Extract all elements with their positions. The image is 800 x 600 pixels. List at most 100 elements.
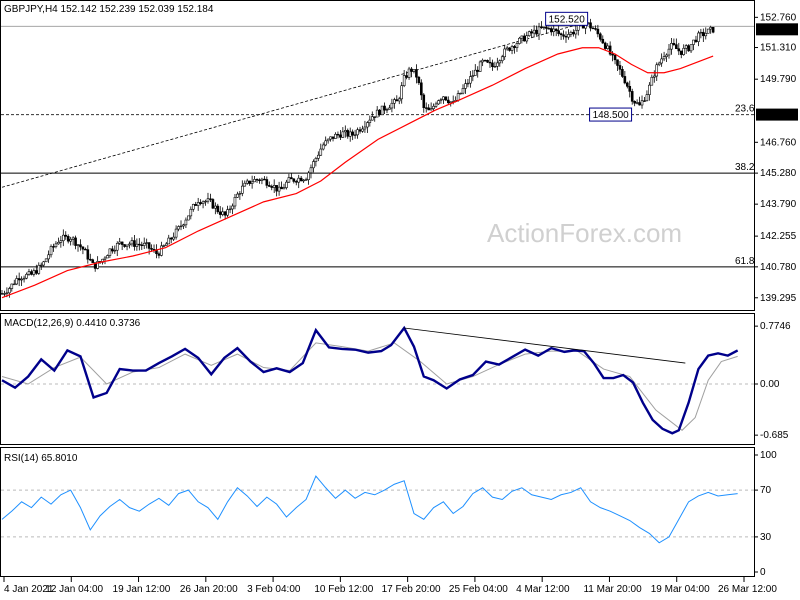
rsi-tick-label: 100 [760, 450, 777, 461]
candle-body [243, 182, 247, 187]
candle-body [694, 39, 698, 42]
candle-body [64, 234, 68, 237]
candle-body [552, 28, 556, 32]
x-tick-label: 17 Feb 20:00 [382, 584, 441, 595]
candle-body [488, 61, 492, 64]
candle-body [206, 198, 210, 202]
candle-body [572, 31, 575, 35]
candle-body [635, 102, 639, 104]
candle-body [569, 31, 573, 35]
candle-body [589, 22, 592, 29]
annotation-label: 148.500 [593, 110, 630, 121]
candle-body [253, 179, 256, 183]
candle-body [596, 28, 600, 35]
candle-body [461, 88, 465, 94]
candle-body [711, 26, 715, 33]
candle-body [650, 76, 654, 86]
macd-tick-label: 0.7746 [760, 321, 791, 332]
candle-body [162, 245, 166, 247]
candle-body [446, 99, 450, 104]
candle-body [326, 138, 330, 142]
candle-body [294, 181, 298, 183]
candle-body [324, 140, 327, 146]
candle-body [626, 82, 629, 87]
candle-body [520, 35, 524, 39]
candle-body [434, 103, 438, 107]
candle-body [648, 84, 651, 95]
candle-body [133, 240, 136, 247]
rsi-line [1, 475, 738, 544]
candle-body [142, 242, 146, 246]
candle-body [108, 248, 112, 256]
candle-body [336, 133, 340, 136]
price-layer: 23.6 38.2 61.8 152.520 148.500 [0, 11, 755, 299]
candle-body [655, 64, 659, 77]
price-tick-label: 140.780 [760, 262, 797, 273]
candle-body [388, 107, 391, 110]
candle-body [508, 47, 511, 51]
candle-body [309, 167, 313, 174]
candle-body [160, 245, 163, 256]
candle-body [319, 148, 323, 156]
candle-body [464, 83, 467, 89]
candle-body [697, 32, 700, 42]
macd-signal-line [1, 342, 738, 431]
candle-body [549, 28, 553, 32]
candle-body [449, 101, 453, 104]
candle-body [383, 105, 386, 111]
candle-body [17, 278, 21, 281]
rsi-tick-label: 70 [760, 485, 772, 496]
candle-body [86, 249, 90, 260]
candle-body [513, 46, 516, 49]
candle-body [238, 193, 242, 195]
candle-body [640, 100, 644, 106]
candle-body [59, 240, 63, 243]
candle-body [599, 33, 602, 40]
price-tick-label: 149.790 [760, 74, 797, 85]
candle-body [62, 234, 65, 242]
candle-body [218, 211, 222, 215]
candle-body [378, 109, 381, 116]
candle-body [125, 244, 129, 247]
candle-body [292, 178, 296, 182]
candle-body [500, 56, 504, 62]
candle-body [432, 105, 435, 109]
candle-body [10, 283, 14, 289]
candle-body [150, 248, 153, 250]
price-trendline [1, 21, 586, 188]
candle-body [282, 187, 286, 190]
candle-body [221, 211, 224, 215]
candle-body [616, 59, 619, 66]
candle-body [594, 28, 597, 30]
candle-body [532, 29, 536, 34]
annotation-box [589, 107, 633, 122]
candle-body [81, 246, 85, 250]
candle-body [630, 91, 634, 102]
fib-price-tag [756, 108, 798, 121]
candle-body [368, 119, 372, 123]
candle-body [427, 107, 430, 111]
macd-tick-label: 0.00 [760, 379, 780, 390]
candle-body [437, 100, 440, 105]
last-price-label: 152.184 [759, 24, 796, 35]
candle-body [91, 259, 95, 263]
candle-body [275, 185, 278, 192]
candle-body [380, 105, 384, 116]
candle-body [201, 201, 205, 204]
candle-body [613, 54, 617, 61]
candle-body [69, 239, 72, 242]
price-tick-label: 151.310 [760, 43, 797, 54]
candle-body [645, 94, 649, 102]
candle-body [471, 75, 475, 77]
candle-body [559, 33, 563, 36]
candle-body [169, 237, 173, 240]
candle-body [341, 131, 345, 138]
candle-body [618, 65, 622, 70]
candle-body [375, 109, 379, 118]
candle-body [66, 236, 70, 242]
candle-body [525, 35, 529, 42]
candle-body [417, 76, 421, 84]
candle-body [79, 244, 82, 248]
candle-body [74, 237, 77, 246]
